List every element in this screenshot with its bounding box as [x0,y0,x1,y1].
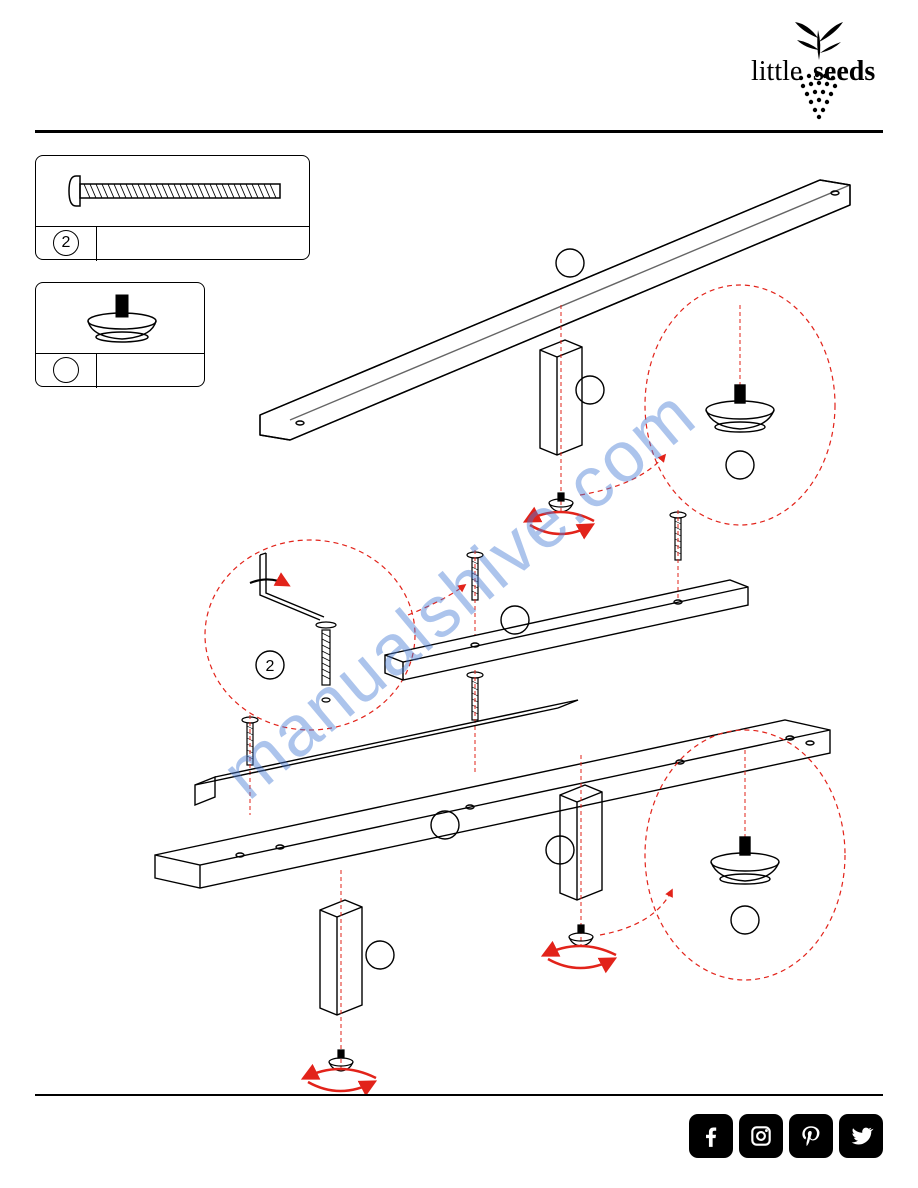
header-divider [35,130,883,133]
brand-text-right: seeds [813,56,875,87]
instagram-icon [739,1114,783,1158]
footer-divider [35,1094,883,1096]
facebook-icon [689,1114,733,1158]
brand-logo: little seeds [723,20,883,125]
brand-text-left: little [751,56,802,87]
social-icons [689,1114,883,1158]
assembly-diagram: 2 [0,155,918,1095]
pinterest-icon [789,1114,833,1158]
callout-bolt-ref: 2 [266,658,275,675]
twitter-icon [839,1114,883,1158]
